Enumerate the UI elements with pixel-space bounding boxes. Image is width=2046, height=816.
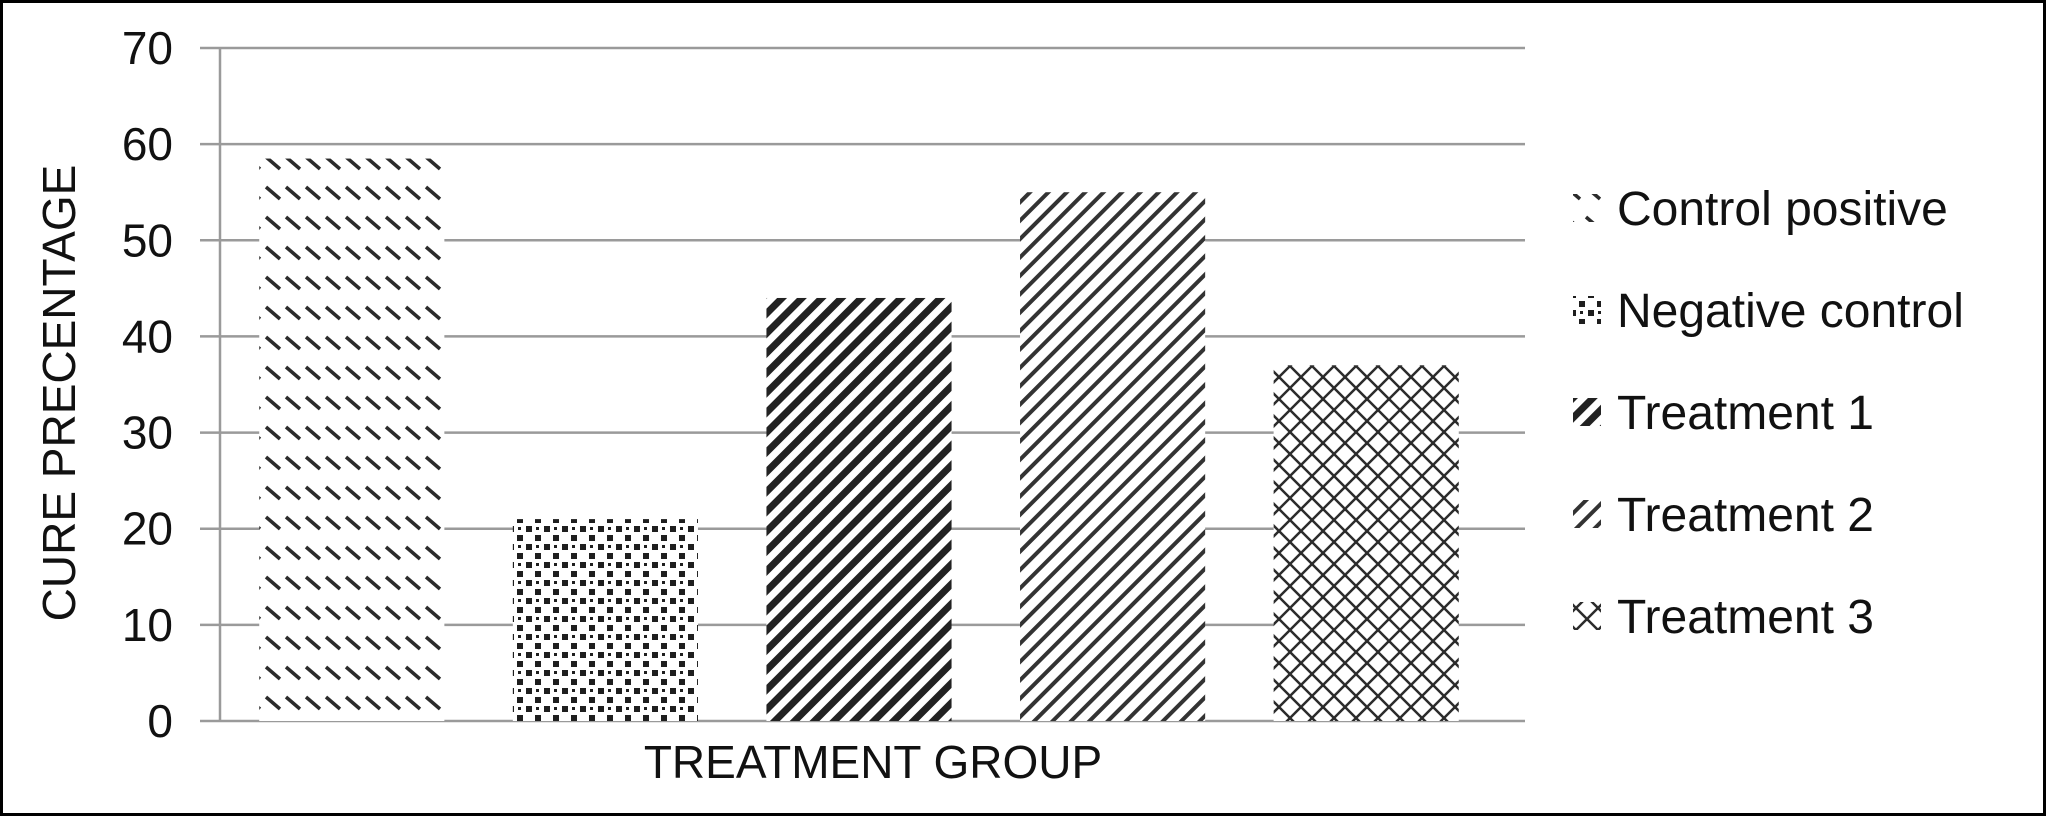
y-tick-label: 30 xyxy=(122,407,173,459)
legend-swatch xyxy=(1573,296,1601,324)
bar-chart: 0 10 20 30 40 50 60 70 Control positive Negative… xyxy=(33,22,1964,788)
y-tick-label: 60 xyxy=(122,118,173,170)
y-tick-labels: 0 10 20 30 40 50 60 70 xyxy=(122,22,173,747)
legend-swatch xyxy=(1573,602,1601,630)
y-tick-label: 0 xyxy=(147,695,173,747)
legend-swatch xyxy=(1573,194,1601,222)
legend: Control positive Negative control Treatmen… xyxy=(1573,183,1964,644)
bars xyxy=(259,158,1459,722)
y-tick-label: 40 xyxy=(122,310,173,362)
y-tick-label: 10 xyxy=(122,599,173,651)
legend-swatch xyxy=(1573,398,1601,426)
bar-negative-control xyxy=(512,519,698,721)
y-axis-title: CURE PRECENTAGE xyxy=(33,165,85,622)
y-tick-label: 70 xyxy=(122,22,173,74)
y-tick-label: 20 xyxy=(122,503,173,555)
x-axis-title: TREATMENT GROUP xyxy=(644,736,1102,788)
bar-treatment-2 xyxy=(1020,192,1206,721)
bar-treatment-3 xyxy=(1273,365,1459,721)
legend-label: Treatment 1 xyxy=(1617,387,1874,440)
y-tick-label: 50 xyxy=(122,214,173,266)
bar-treatment-1 xyxy=(766,297,952,721)
legend-swatch xyxy=(1573,500,1601,528)
legend-label: Treatment 3 xyxy=(1617,591,1874,644)
legend-label: Negative control xyxy=(1617,285,1964,338)
legend-label: Treatment 2 xyxy=(1617,489,1874,542)
legend-label: Control positive xyxy=(1617,183,1948,236)
bar-control-positive xyxy=(259,158,445,722)
